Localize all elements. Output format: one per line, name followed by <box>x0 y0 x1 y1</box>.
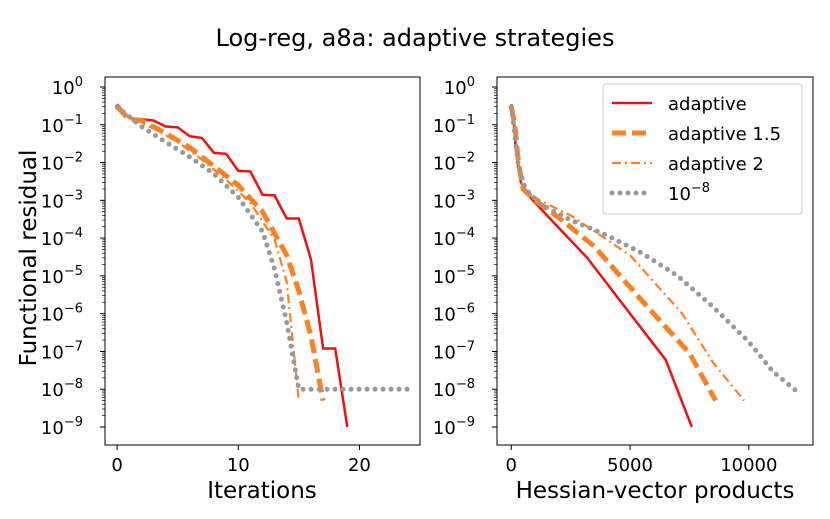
x-tick-label: 0 <box>111 455 122 476</box>
legend: adaptive adaptive 1.5 adaptive 2 10−8 <box>602 83 803 215</box>
left-panel: 10010−110−210−310−410−510−610−710−810−9 … <box>41 75 421 504</box>
y-tick-label: 10−8 <box>41 377 83 401</box>
left-x-axis-label: Iterations <box>207 478 317 504</box>
x-tick-label: 0 <box>506 455 517 476</box>
legend-label: adaptive 2 <box>668 154 764 175</box>
y-tick-label: 10−6 <box>433 302 475 326</box>
x-tick-label: 10000 <box>720 455 777 476</box>
series-line-1e-8 <box>508 104 802 396</box>
y-tick-label: 10−9 <box>433 415 475 439</box>
series-line-adaptive-1-5 <box>508 106 718 402</box>
y-tick-label: 10−7 <box>41 339 83 363</box>
legend-box <box>602 83 803 215</box>
chart-title: Log-reg, a8a: adaptive strategies <box>216 24 615 52</box>
left-plot-frame <box>104 76 421 446</box>
right-plot-frame <box>496 76 814 446</box>
x-tick-label: 5000 <box>607 455 653 476</box>
right-y-ticks: 100 10−1 10−2 10−3 10−4 10−5 10−6 10−7 10−8 10−9 <box>433 75 497 439</box>
series-line-adaptive <box>116 103 349 428</box>
y-tick-label: 10−3 <box>433 188 475 212</box>
right-panel: 10010−110−210−310−410−510−610−710−810−9 … <box>433 75 814 504</box>
right-x-axis-label: Hessian-vector products <box>516 478 795 504</box>
y-tick-label: 10−2 <box>433 151 475 175</box>
right-x-ticks: 0 5000 10000 <box>506 445 777 476</box>
x-tick-label: 20 <box>348 455 371 476</box>
y-tick-label: 10−1 <box>433 113 475 137</box>
y-tick-label: 100 <box>52 75 83 99</box>
y-tick-label: 10−4 <box>41 226 83 250</box>
series-line-1e-8 <box>114 104 411 392</box>
x-tick-label: 10 <box>227 455 250 476</box>
series-line-adaptive-1-5 <box>115 105 326 402</box>
legend-label: adaptive <box>668 94 747 115</box>
y-tick-label: 10−2 <box>41 151 83 175</box>
y-axis-label: Functional residual <box>16 150 42 367</box>
y-tick-label: 10−9 <box>41 415 83 439</box>
left-series-group <box>114 103 411 428</box>
y-tick-label: 10−6 <box>41 302 83 326</box>
legend-label: 10−8 <box>668 181 710 205</box>
left-x-ticks: 0 10 20 <box>111 445 371 476</box>
y-tick-label: 10−4 <box>433 226 475 250</box>
y-tick-label: 10−8 <box>433 377 475 401</box>
right-series-group <box>508 103 802 428</box>
left-y-ticks: 100 10−1 10−2 10−3 10−4 10−5 10−6 10−7 10−8 10−9 <box>41 75 105 439</box>
y-tick-label: 10−1 <box>41 113 83 137</box>
y-tick-label: 10−5 <box>433 264 475 288</box>
series-line-adaptive-2 <box>116 105 300 401</box>
y-tick-label: 10−3 <box>41 188 83 212</box>
y-tick-label: 10−5 <box>41 264 83 288</box>
y-tick-label: 10−7 <box>433 339 475 363</box>
legend-label: adaptive 1.5 <box>668 124 781 145</box>
y-tick-label: 100 <box>444 75 475 99</box>
series-line-adaptive-2 <box>510 106 745 402</box>
